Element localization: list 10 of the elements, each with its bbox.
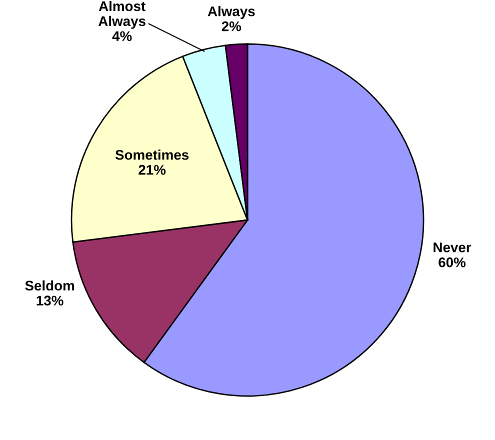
data-label: 60%	[438, 257, 466, 268]
slice-label: Never	[434, 242, 472, 252]
data-label: 2%	[222, 21, 242, 32]
slice-label: Seldom	[25, 280, 74, 291]
slice-label: Always	[208, 6, 255, 19]
slice-label: Sometimes	[115, 150, 189, 160]
slice-label: Almost Always	[98, 0, 146, 29]
data-label: 4%	[112, 31, 132, 42]
data-label: 21%	[138, 164, 166, 175]
data-label: 13%	[36, 296, 64, 306]
